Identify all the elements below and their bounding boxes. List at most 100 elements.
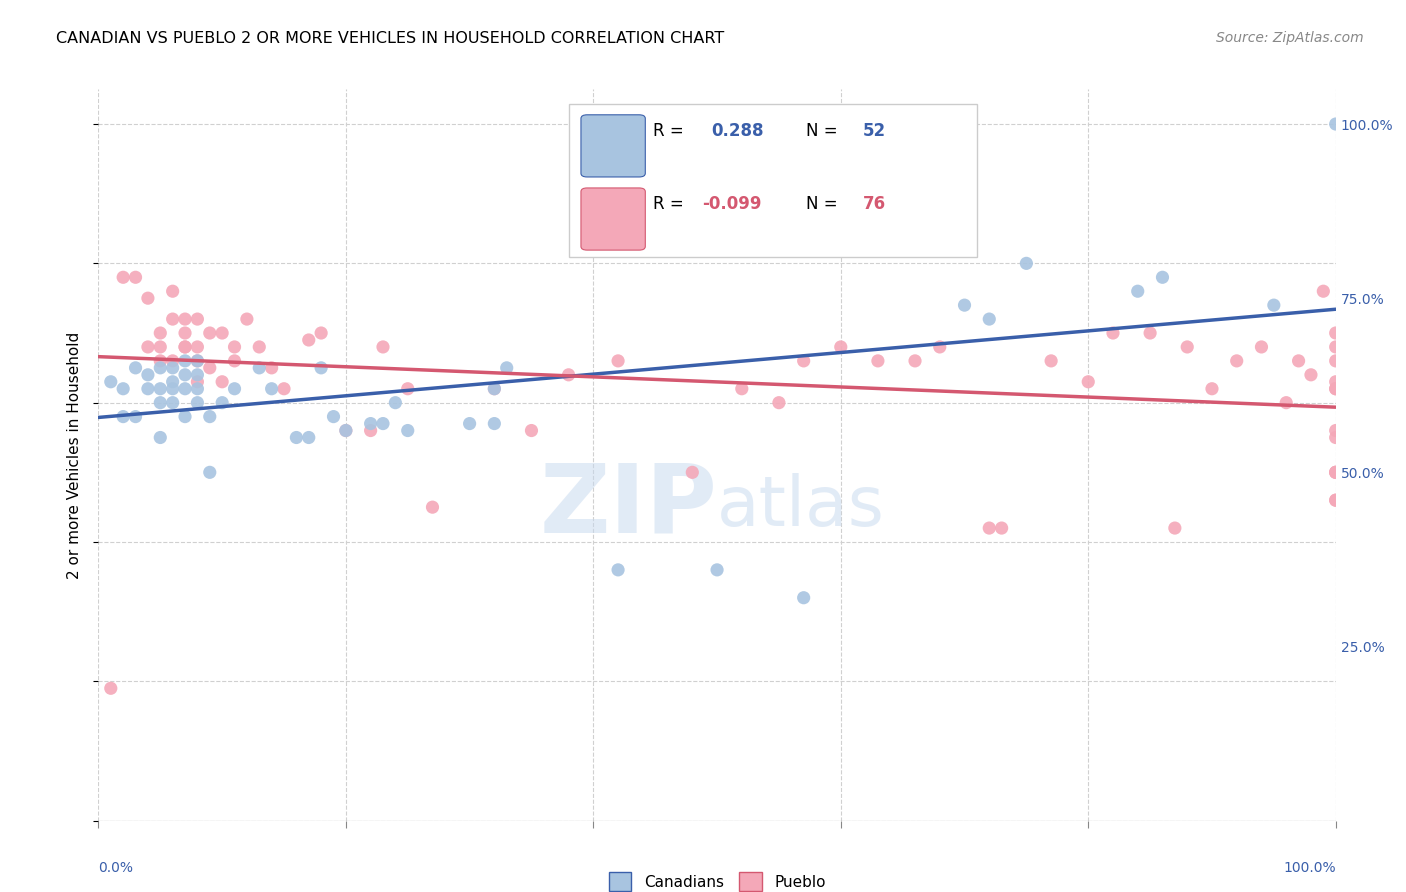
Point bbox=[520, 424, 543, 438]
Point bbox=[247, 340, 270, 354]
Point bbox=[422, 500, 444, 515]
Point bbox=[198, 326, 221, 340]
Point bbox=[112, 409, 135, 424]
Point bbox=[904, 354, 927, 368]
Point bbox=[866, 354, 889, 368]
Text: CANADIAN VS PUEBLO 2 OR MORE VEHICLES IN HOUSEHOLD CORRELATION CHART: CANADIAN VS PUEBLO 2 OR MORE VEHICLES IN… bbox=[56, 31, 724, 46]
Point bbox=[211, 395, 233, 409]
Point bbox=[1324, 493, 1347, 508]
Point bbox=[186, 340, 208, 354]
Point bbox=[793, 591, 815, 605]
Point bbox=[793, 354, 815, 368]
Point bbox=[260, 360, 283, 375]
Point bbox=[1288, 354, 1310, 368]
FancyBboxPatch shape bbox=[568, 103, 977, 258]
Point bbox=[186, 395, 208, 409]
Point bbox=[198, 409, 221, 424]
Point bbox=[211, 375, 233, 389]
Point bbox=[484, 417, 506, 431]
Point bbox=[360, 424, 382, 438]
Point bbox=[731, 382, 754, 396]
Point bbox=[198, 360, 221, 375]
Point bbox=[1139, 326, 1161, 340]
Point bbox=[1040, 354, 1063, 368]
Point bbox=[360, 417, 382, 431]
FancyBboxPatch shape bbox=[581, 115, 645, 177]
Point bbox=[136, 382, 159, 396]
Point bbox=[1324, 326, 1347, 340]
Point bbox=[174, 340, 197, 354]
Point bbox=[198, 466, 221, 480]
Point bbox=[162, 360, 184, 375]
Point bbox=[174, 312, 197, 326]
Text: Source: ZipAtlas.com: Source: ZipAtlas.com bbox=[1216, 31, 1364, 45]
Point bbox=[495, 360, 517, 375]
Point bbox=[1324, 382, 1347, 396]
Point bbox=[112, 382, 135, 396]
Point bbox=[124, 409, 146, 424]
Point bbox=[681, 466, 703, 480]
Text: 0.288: 0.288 bbox=[711, 122, 763, 140]
Point bbox=[335, 424, 357, 438]
Point bbox=[162, 375, 184, 389]
Point bbox=[396, 382, 419, 396]
Point bbox=[224, 382, 246, 396]
Point bbox=[1324, 430, 1347, 444]
Point bbox=[136, 368, 159, 382]
Legend: Canadians, Pueblo: Canadians, Pueblo bbox=[602, 866, 832, 892]
FancyBboxPatch shape bbox=[581, 188, 645, 250]
Point bbox=[1275, 395, 1298, 409]
Point bbox=[1299, 368, 1322, 382]
Point bbox=[1324, 117, 1347, 131]
Point bbox=[371, 340, 394, 354]
Point bbox=[1102, 326, 1125, 340]
Point bbox=[136, 340, 159, 354]
Point bbox=[100, 681, 122, 696]
Point bbox=[928, 340, 950, 354]
Text: -0.099: -0.099 bbox=[702, 195, 762, 213]
Point bbox=[1324, 493, 1347, 508]
Point bbox=[162, 354, 184, 368]
Text: 76: 76 bbox=[863, 195, 886, 213]
Point bbox=[1077, 375, 1099, 389]
Point bbox=[162, 312, 184, 326]
Point bbox=[136, 291, 159, 305]
Point bbox=[1015, 256, 1038, 270]
Text: 100.0%: 100.0% bbox=[1284, 861, 1336, 875]
Point bbox=[186, 312, 208, 326]
Point bbox=[186, 375, 208, 389]
Point bbox=[1312, 284, 1334, 298]
Y-axis label: 2 or more Vehicles in Household: 2 or more Vehicles in Household bbox=[67, 331, 83, 579]
Point bbox=[174, 409, 197, 424]
Point bbox=[149, 354, 172, 368]
Point bbox=[1324, 466, 1347, 480]
Point bbox=[186, 368, 208, 382]
Point bbox=[1324, 354, 1347, 368]
Point bbox=[298, 333, 321, 347]
Point bbox=[484, 382, 506, 396]
Text: 0.0%: 0.0% bbox=[98, 861, 134, 875]
Point bbox=[1201, 382, 1223, 396]
Point bbox=[830, 340, 852, 354]
Point bbox=[1250, 340, 1272, 354]
Text: R =: R = bbox=[652, 122, 689, 140]
Point bbox=[335, 424, 357, 438]
Point bbox=[247, 360, 270, 375]
Point bbox=[384, 395, 406, 409]
Point bbox=[186, 382, 208, 396]
Point bbox=[1324, 424, 1347, 438]
Point bbox=[371, 417, 394, 431]
Point bbox=[260, 382, 283, 396]
Point bbox=[607, 563, 630, 577]
Point bbox=[1324, 375, 1347, 389]
Point bbox=[285, 430, 308, 444]
Point bbox=[149, 326, 172, 340]
Point bbox=[607, 354, 630, 368]
Point bbox=[186, 354, 208, 368]
Point bbox=[100, 375, 122, 389]
Point bbox=[162, 284, 184, 298]
Point bbox=[149, 360, 172, 375]
Point bbox=[1164, 521, 1187, 535]
Point bbox=[149, 395, 172, 409]
Point bbox=[484, 382, 506, 396]
